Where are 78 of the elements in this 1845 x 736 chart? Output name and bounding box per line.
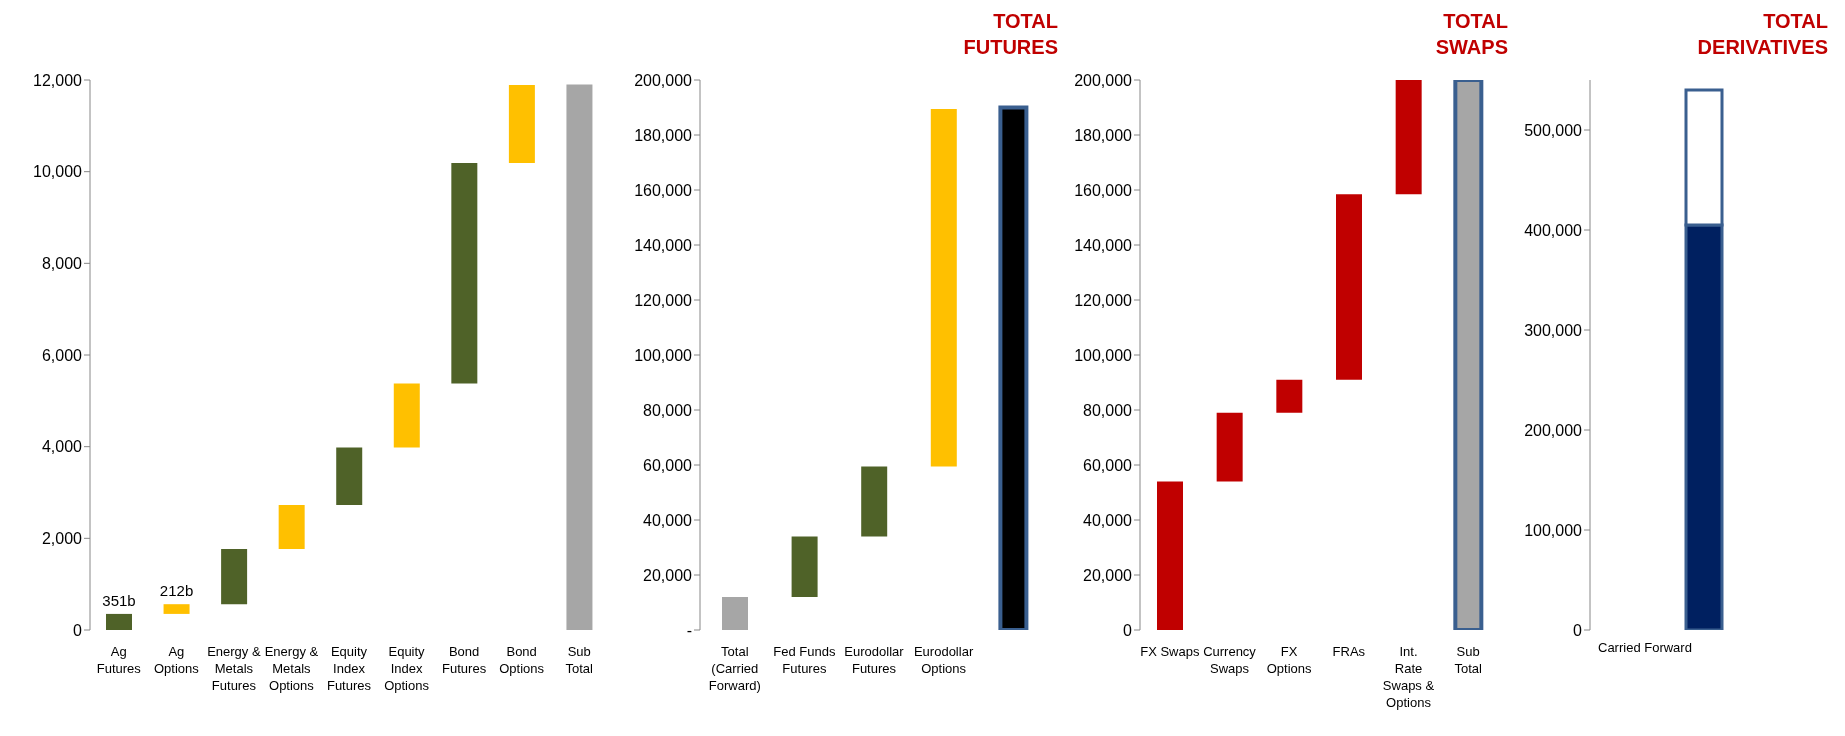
bar <box>1216 412 1243 482</box>
x-tick-label: Currency Swaps <box>1203 644 1257 676</box>
x-tick-label: FX Swaps <box>1140 644 1200 659</box>
x-tick-label: Eurodollar Options <box>913 644 974 676</box>
data-label: 212b <box>159 582 194 600</box>
x-tick-label: Bond Futures <box>442 644 487 676</box>
x-tick-label: Energy & Metals Options <box>264 644 319 693</box>
y-tick-label: 20,000 <box>1083 566 1133 584</box>
y-tick-label: 500,000 <box>1524 121 1583 139</box>
bar <box>451 162 478 384</box>
y-tick-label: 40,000 <box>1083 511 1133 529</box>
x-tick-label: FRAs <box>1332 644 1366 659</box>
x-tick-label: Ag Options <box>153 644 200 676</box>
x-tick-label: Fed Funds Futures <box>773 644 836 676</box>
bar <box>861 466 888 537</box>
x-tick-label: FX Options <box>1266 644 1313 676</box>
data-label: 351b <box>102 591 136 609</box>
bar <box>1157 481 1183 630</box>
y-tick-label: 160,000 <box>634 181 693 199</box>
y-tick-label: 12,000 <box>33 71 83 89</box>
chart-title: TOTAL FUTURES <box>962 9 1058 60</box>
x-tick-label: Sub Total <box>565 644 594 676</box>
bar <box>278 504 305 549</box>
y-tick-label: 180,000 <box>1074 126 1133 144</box>
x-tick-label: Energy & Metals Futures <box>207 644 261 693</box>
bar <box>930 108 957 467</box>
bar <box>791 536 818 597</box>
y-tick-label: 100,000 <box>1524 521 1583 539</box>
y-tick-label: 4,000 <box>41 438 83 456</box>
text: Carried Forward <box>1598 640 1693 655</box>
y-tick-label: 140,000 <box>1074 236 1133 254</box>
bar <box>1276 379 1303 413</box>
y-tick-label: 0 <box>1573 621 1583 639</box>
bar <box>163 604 190 614</box>
x-tick-label: Bond Options <box>499 644 545 676</box>
bar <box>336 447 363 505</box>
y-tick-label: 0 <box>1123 621 1133 639</box>
y-tick-label: 100,000 <box>1074 346 1133 364</box>
x-tick-label: Sub Total <box>1454 644 1482 676</box>
y-tick-label: 180,000 <box>634 126 693 144</box>
bar <box>508 85 535 163</box>
bar <box>106 613 132 630</box>
bar <box>221 548 248 605</box>
y-tick-label: 80,000 <box>1083 401 1133 419</box>
y-tick-label: 120,000 <box>1074 291 1133 309</box>
bar <box>722 597 748 630</box>
x-tick-label: Eurodollar Futures <box>844 644 905 676</box>
y-tick-label: 40,000 <box>643 511 693 529</box>
y-tick-label: 120,000 <box>634 291 693 309</box>
y-tick-label: 80,000 <box>643 401 693 419</box>
bar <box>1336 194 1362 380</box>
y-tick-label: 60,000 <box>1083 456 1133 474</box>
text: TOTAL DERIVATIVES <box>1696 9 1828 60</box>
y-tick-label: 200,000 <box>634 71 693 89</box>
y-tick-label: 400,000 <box>1524 221 1583 239</box>
x-tick-label: Total (Carried Forward) <box>708 644 761 693</box>
x-tick-label: Int. Rate Swaps & Options <box>1382 644 1435 710</box>
y-tick-label: - <box>686 621 692 639</box>
y-tick-label: 8,000 <box>41 255 83 273</box>
y-tick-label: 20,000 <box>643 566 693 584</box>
y-tick-label: 300,000 <box>1524 321 1583 339</box>
y-tick-label: 2,000 <box>41 530 83 548</box>
bar <box>1395 80 1422 195</box>
y-tick-label: 140,000 <box>634 236 693 254</box>
y-tick-label: 200,000 <box>1074 71 1133 89</box>
x-tick-label: Equity Index Futures <box>326 644 372 693</box>
y-tick-label: 160,000 <box>1074 181 1133 199</box>
bar <box>393 383 420 448</box>
y-tick-label: 200,000 <box>1524 421 1583 439</box>
y-tick-label: 6,000 <box>41 346 83 364</box>
y-tick-label: 100,000 <box>634 346 693 364</box>
y-tick-label: 60,000 <box>643 456 693 474</box>
x-tick-label: Ag Futures <box>96 644 142 676</box>
chart-title: TOTAL SWAPS <box>1434 9 1508 60</box>
y-tick-label: 10,000 <box>33 163 83 181</box>
x-tick-label: Equity Index Options <box>384 644 430 693</box>
y-tick-label: 0 <box>73 621 83 639</box>
bar <box>566 84 593 630</box>
